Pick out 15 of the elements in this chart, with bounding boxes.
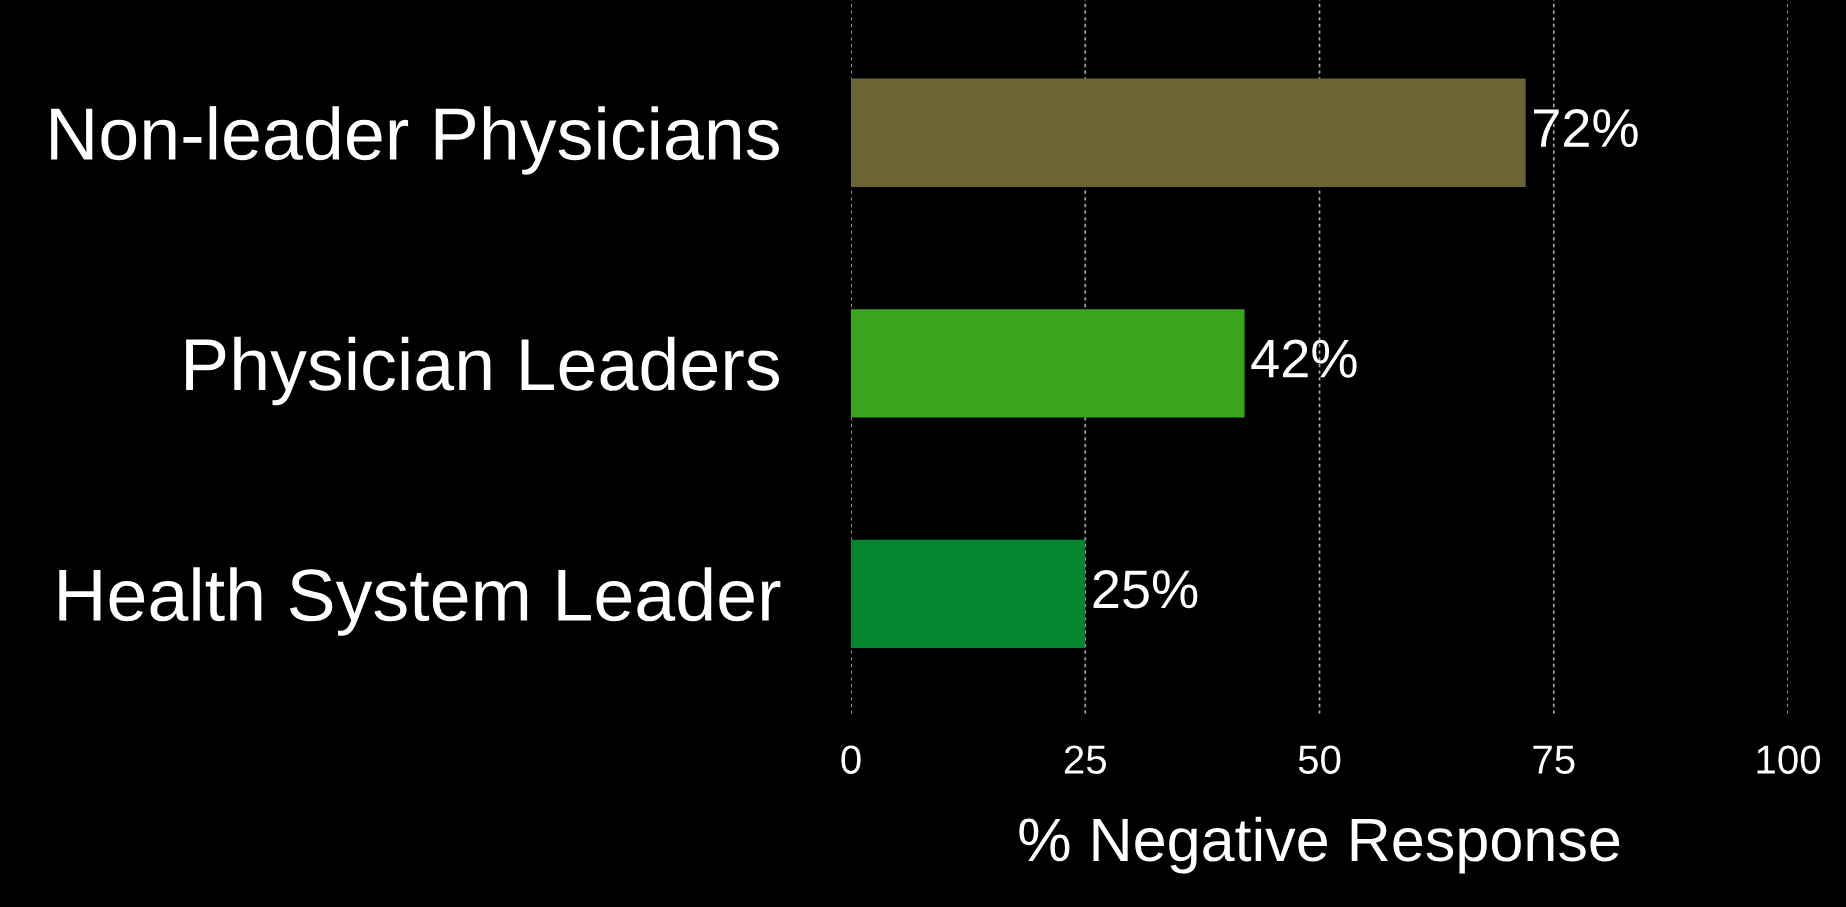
bar — [851, 78, 1526, 187]
x-tick-label: 100 — [1757, 745, 1821, 774]
data-label: 72% — [1534, 108, 1638, 148]
x-tick-label: 50 — [1298, 745, 1341, 774]
data-label: 42% — [1251, 339, 1357, 378]
x-tick-label: 0 — [841, 745, 861, 774]
bar — [851, 539, 1086, 649]
y-tick-label: Non-leader Physicians — [51, 106, 779, 175]
x-tick-label: 75 — [1533, 745, 1575, 774]
bar — [851, 309, 1245, 418]
x-axis-title: % Negative Response — [1019, 816, 1620, 874]
x-tick-label: 25 — [1064, 745, 1106, 774]
y-tick-label: Health System Leader — [59, 567, 781, 636]
y-tick-label: Physician Leaders — [186, 336, 779, 406]
data-label: 25% — [1093, 570, 1198, 609]
